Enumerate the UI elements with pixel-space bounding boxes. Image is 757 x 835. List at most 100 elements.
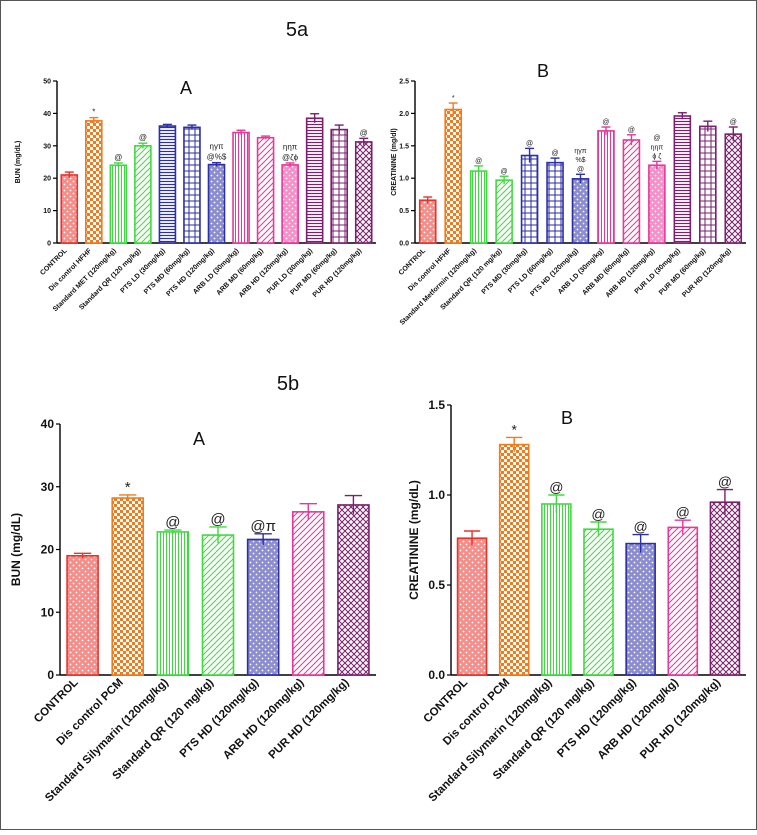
bar-11 (673, 115, 692, 244)
y-axis-label: BUN (mg/dL) (15, 141, 22, 184)
y-tick-label: 1.0 (399, 176, 409, 183)
bar-4 (201, 534, 235, 676)
significance-mark: @π (250, 518, 276, 535)
significance-mark: %$ (575, 157, 585, 164)
bar-10 (281, 164, 299, 244)
bar-1 (60, 174, 79, 244)
y-tick-label: 0 (47, 240, 51, 247)
significance-mark: @ (139, 133, 147, 142)
y-tick-label: 50 (43, 78, 51, 85)
bar-4 (583, 528, 614, 676)
y-tick-label: 40 (43, 111, 51, 118)
bar-1 (456, 537, 488, 676)
y-axis-label: BUN (mg/dL) (9, 513, 23, 586)
bar-7 (709, 501, 741, 676)
bar-7 (207, 163, 226, 244)
bar-4 (134, 145, 152, 244)
y-tick-label: 20 (43, 176, 51, 183)
bar-6 (291, 511, 325, 676)
bar-2 (498, 443, 530, 676)
panel-label: A (180, 78, 192, 98)
y-tick-label: 2.0 (399, 111, 409, 118)
y-axis-label: CREATININE (mg/dL) (407, 480, 421, 600)
bar-13 (724, 133, 743, 244)
bar-8 (597, 130, 615, 244)
bar-6 (546, 161, 564, 244)
significance-mark: @ (551, 150, 558, 157)
panel-label: A (193, 429, 205, 449)
bar-12 (699, 125, 717, 244)
bar-5 (246, 538, 280, 676)
significance-mark: @ (628, 127, 635, 134)
significance-mark: ηγπ (574, 148, 586, 155)
y-tick-label: 10 (43, 208, 51, 215)
bar-13 (354, 141, 373, 244)
bar-7 (337, 504, 370, 676)
bar-12 (330, 128, 348, 244)
significance-mark: @ (360, 128, 368, 137)
figure-title-5b: 5b (277, 373, 299, 395)
significance-mark: * (511, 421, 517, 437)
significance-mark: @ (501, 168, 508, 175)
bar-11 (305, 117, 324, 244)
bar-3 (541, 503, 572, 676)
significance-mark: @ζϕ (282, 153, 299, 162)
significance-mark: @ (526, 140, 533, 147)
significance-mark: @ (730, 119, 737, 126)
figure-title-5a: 5a (286, 19, 309, 41)
significance-mark: ηηπ (283, 143, 298, 152)
bar-2 (444, 108, 462, 244)
y-tick-label: 1.5 (399, 143, 409, 150)
bar-9 (256, 136, 275, 244)
significance-mark: @ (653, 135, 660, 142)
y-tick-label: 0 (47, 668, 54, 682)
significance-mark: @%$ (207, 153, 227, 162)
y-tick-label: 1.5 (428, 398, 445, 412)
y-tick-label: 20 (41, 543, 55, 557)
panel-label: B (537, 61, 549, 81)
y-tick-label: 0.5 (428, 578, 445, 592)
significance-mark: ϕ ζ (652, 153, 661, 160)
significance-mark: @ (577, 166, 584, 173)
y-tick-label: 1.0 (428, 488, 445, 502)
bar-2 (85, 120, 103, 244)
y-tick-label: 40 (41, 417, 55, 431)
significance-mark: @ (114, 153, 122, 162)
significance-mark: @ (549, 479, 563, 495)
significance-mark: ηγπ (210, 142, 224, 151)
bar-8 (232, 131, 250, 244)
bar-5 (625, 542, 656, 676)
significance-mark: @ (634, 519, 648, 535)
significance-mark: ηηπ (651, 144, 664, 151)
significance-mark: @ (718, 474, 732, 490)
y-tick-label: 10 (41, 605, 55, 619)
panel-label: B (561, 408, 573, 428)
bar-10 (648, 164, 666, 244)
y-tick-label: 0.0 (399, 240, 409, 247)
y-tick-label: 2.5 (399, 78, 409, 85)
significance-mark: * (92, 108, 95, 117)
bar-2 (111, 497, 145, 676)
bar-5 (520, 154, 539, 244)
significance-mark: @ (165, 514, 180, 531)
y-tick-label: 0.0 (428, 668, 445, 682)
bar-3 (109, 164, 128, 244)
bar-3 (156, 531, 190, 676)
significance-mark: @ (676, 504, 690, 520)
y-tick-label: 30 (41, 480, 55, 494)
bar-1 (418, 199, 437, 244)
bar-7 (571, 178, 590, 244)
bar-6 (667, 526, 699, 676)
bar-1 (66, 554, 99, 676)
bar-3 (469, 170, 488, 244)
y-tick-label: 0.5 (399, 208, 409, 215)
significance-mark: @ (602, 119, 609, 126)
bar-6 (183, 126, 201, 244)
y-tick-label: 30 (43, 143, 51, 150)
significance-mark: @ (475, 158, 482, 165)
y-axis-label: CREATININE (mg/dl) (391, 128, 398, 196)
significance-mark: @ (210, 511, 225, 528)
